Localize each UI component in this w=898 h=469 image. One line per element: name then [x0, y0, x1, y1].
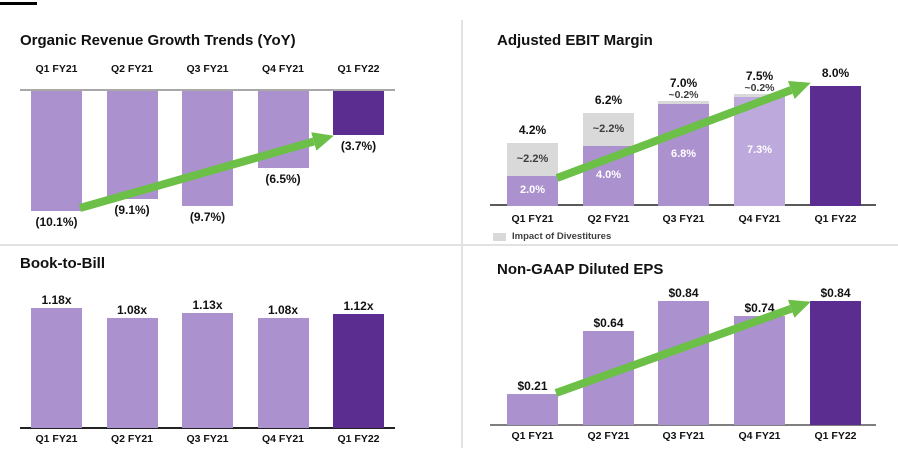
plot-area: Q1 FY21 (10.1%) Q2 FY21 (9.1%) Q3 FY21 (9.7%)…	[0, 0, 449, 244]
value-label: 1.12x	[343, 298, 374, 313]
bar	[182, 312, 233, 428]
value-label: 1.08x	[267, 303, 299, 318]
category-label: Q2 FY21	[587, 213, 630, 225]
axis-line	[20, 89, 395, 91]
divestiture-label: ~2.2%	[592, 122, 625, 135]
horizontal-divider	[0, 244, 898, 246]
value-label: $0.84	[820, 286, 851, 301]
segment-label: 7.3%	[746, 144, 773, 157]
total-label: 4.2%	[518, 123, 547, 137]
category-label: Q1 FY22	[814, 430, 857, 442]
bar	[31, 91, 82, 212]
value-label: 1.13x	[192, 297, 223, 312]
value-label: $0.84	[668, 286, 699, 301]
bar	[182, 91, 233, 207]
category-label: Q2 FY21	[587, 430, 630, 442]
category-label: Q1 FY22	[337, 63, 380, 75]
axis-line	[490, 424, 876, 426]
bar	[583, 330, 634, 425]
chart-adjusted-ebit-margin: Adjusted EBIT Margin Q1 FY21 2.0% ~2.2% 4.2…	[449, 0, 898, 244]
value-label: (3.7%)	[340, 139, 377, 154]
bar-segment-divestiture	[734, 93, 785, 97]
category-label: Q1 FY21	[511, 213, 554, 225]
category-label: Q3 FY21	[662, 430, 705, 442]
divestiture-label: ~0.2%	[744, 81, 775, 94]
value-label: 1.18x	[41, 292, 72, 307]
category-label: Q2 FY21	[110, 433, 154, 445]
divestiture-label: ~0.2%	[668, 89, 699, 101]
legend: Impact of Divestitures	[493, 231, 611, 242]
plot-area: Q1 FY21 1.18x Q2 FY21 1.08x Q3 FY21 1.13x Q4 F…	[0, 245, 449, 469]
category-label: Q4 FY21	[738, 213, 781, 225]
total-label: 7.0%	[669, 76, 698, 90]
plot-area: Q1 FY21 2.0% ~2.2% 4.2% Q2 FY21 4.0% ~2.2% 6.2%…	[449, 0, 898, 244]
category-label: Q3 FY21	[186, 63, 229, 75]
category-label: Q1 FY22	[814, 213, 857, 225]
chart-book-to-bill: Book-to-Bill Q1 FY21 1.18x Q2 FY21 1.08x Q3 …	[0, 245, 449, 469]
bar	[31, 307, 82, 428]
category-label: Q3 FY21	[662, 213, 705, 225]
bar-segment-divestiture	[658, 101, 709, 104]
category-label: Q4 FY21	[261, 63, 305, 75]
segment-label: 2.0%	[519, 184, 546, 196]
bar	[106, 318, 158, 428]
value-label: $0.74	[744, 300, 775, 315]
bar-segment-margin	[507, 176, 558, 206]
total-label: 8.0%	[821, 66, 850, 80]
chart-organic-revenue-growth: Organic Revenue Growth Trends (YoY) Q1 F…	[0, 0, 449, 244]
total-label: 7.5%	[745, 68, 774, 83]
category-label: Q1 FY22	[337, 433, 380, 445]
segment-label: 6.8%	[670, 148, 697, 160]
category-label: Q4 FY21	[261, 433, 305, 445]
bar-segment-divestiture	[507, 143, 558, 176]
bar	[257, 91, 309, 169]
vertical-divider	[461, 20, 463, 448]
bar	[810, 301, 861, 425]
legend-swatch-gray	[493, 232, 506, 241]
category-label: Q1 FY21	[35, 433, 78, 445]
bar	[333, 313, 384, 428]
category-label: Q3 FY21	[186, 433, 229, 445]
value-label: 1.08x	[116, 303, 148, 318]
value-label: (9.7%)	[189, 210, 226, 225]
category-label: Q2 FY21	[110, 63, 154, 75]
legend-label: Impact of Divestitures	[512, 231, 612, 242]
bar	[658, 301, 709, 425]
value-label: (9.1%)	[114, 203, 150, 218]
chart-non-gaap-diluted-eps: Non-GAAP Diluted EPS Q1 FY21 $0.21 Q2 FY21…	[449, 245, 898, 469]
value-label: (10.1%)	[35, 215, 78, 230]
category-label: Q1 FY21	[35, 63, 78, 75]
bar	[257, 318, 309, 428]
value-label: $0.64	[593, 315, 624, 330]
axis-line	[20, 427, 395, 429]
slide-corner-marker	[0, 2, 37, 5]
plot-area: Q1 FY21 $0.21 Q2 FY21 $0.64 Q3 FY21 $0.84 Q4 F…	[449, 245, 898, 469]
value-label: $0.21	[517, 379, 548, 393]
chart-title: Adjusted EBIT Margin	[497, 32, 653, 49]
chart-title: Organic Revenue Growth Trends (YoY)	[20, 32, 296, 49]
segment-label: 4.0%	[595, 169, 622, 181]
bar	[507, 394, 558, 425]
value-label: (6.5%)	[265, 172, 301, 187]
category-label: Q1 FY21	[511, 430, 554, 442]
bar	[106, 91, 158, 200]
chart-title: Book-to-Bill	[20, 255, 105, 272]
category-label: Q4 FY21	[738, 430, 781, 442]
chart-title: Non-GAAP Diluted EPS	[497, 261, 664, 278]
bar	[333, 91, 384, 136]
total-label: 6.2%	[594, 93, 623, 107]
divestiture-label: ~2.2%	[516, 152, 549, 165]
bar-segment-margin	[810, 86, 861, 206]
bar	[734, 315, 785, 425]
